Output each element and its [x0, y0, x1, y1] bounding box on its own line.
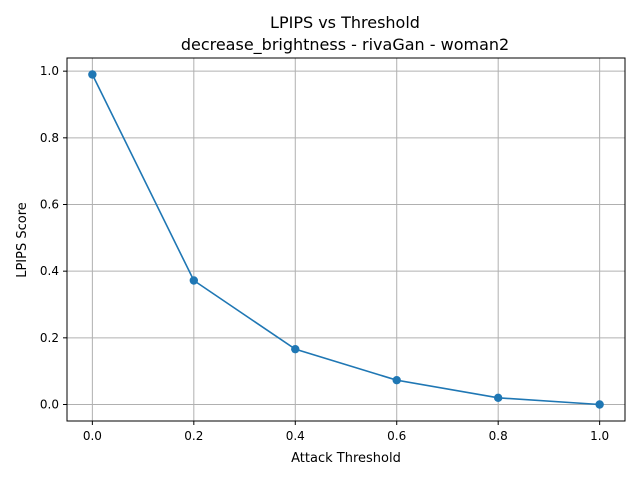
axis-ticks: 0.0 0.2 0.4 0.6 0.8 1.0 0.0 0.2 0.4 0.6 0.8 1.0 — [40, 64, 609, 443]
x-tick-label: 1.0 — [590, 429, 609, 443]
y-tick-label: 0.8 — [40, 131, 59, 145]
x-tick-label: 0.6 — [387, 429, 406, 443]
y-tick-label: 0.0 — [40, 398, 59, 412]
y-tick-label: 0.2 — [40, 331, 59, 345]
y-tick-label: 0.4 — [40, 264, 59, 278]
y-tick-label: 0.6 — [40, 198, 59, 212]
y-tick-label: 1.0 — [40, 64, 59, 78]
chart-title: LPIPS vs Threshold — [270, 13, 420, 32]
data-point — [88, 70, 97, 79]
data-point — [189, 276, 199, 285]
data-point — [392, 375, 401, 385]
grid — [67, 58, 625, 421]
data-point — [595, 400, 604, 409]
data-point — [291, 344, 300, 354]
x-tick-label: 0.0 — [83, 429, 102, 443]
data-point — [493, 393, 503, 403]
y-axis-label: LPIPS Score — [15, 202, 30, 278]
x-axis-label: Attack Threshold — [291, 451, 401, 466]
x-tick-label: 0.2 — [184, 429, 203, 443]
series-layer — [88, 70, 604, 409]
plot-area-frame — [66, 57, 626, 422]
x-tick-label: 0.4 — [286, 429, 305, 443]
series-line — [91, 74, 600, 406]
x-tick-label: 0.8 — [489, 429, 508, 443]
chart-subtitle: decrease_brightness - rivaGan - woman2 — [181, 35, 509, 55]
